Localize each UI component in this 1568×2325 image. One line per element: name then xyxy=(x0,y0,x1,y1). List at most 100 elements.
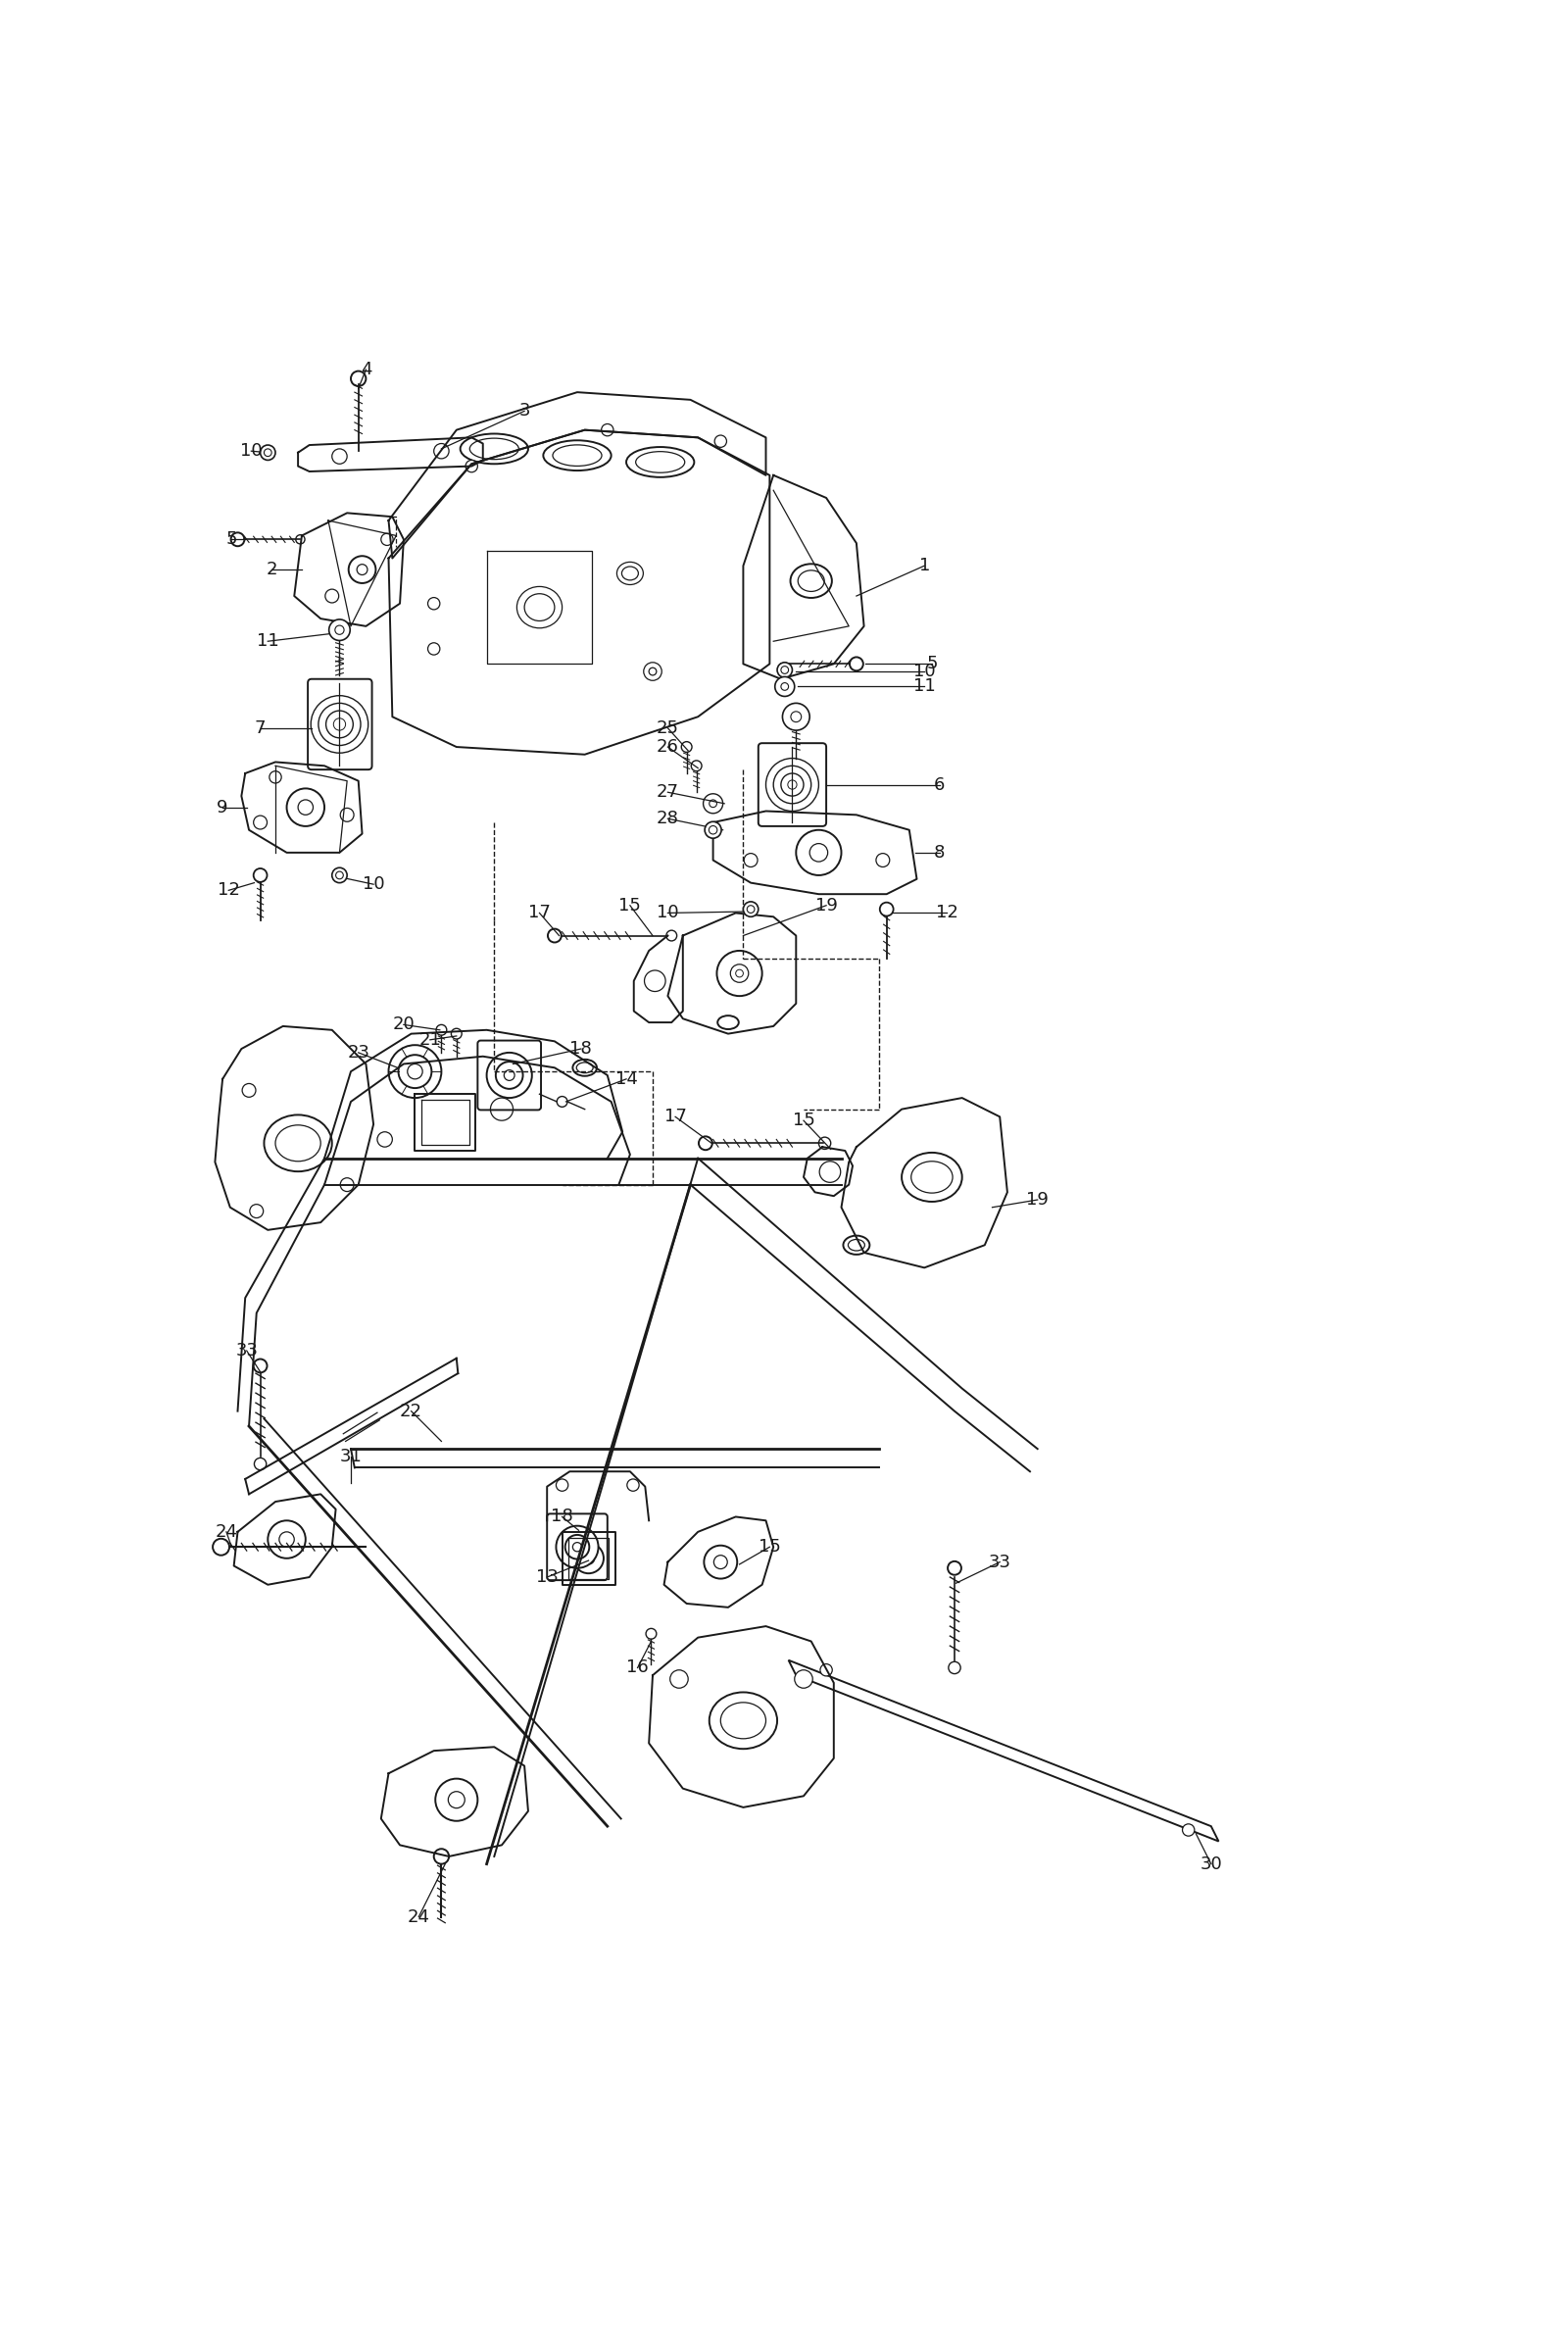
Text: 31: 31 xyxy=(340,1448,362,1465)
Circle shape xyxy=(602,423,613,437)
Circle shape xyxy=(486,1053,532,1097)
Circle shape xyxy=(260,444,276,460)
Circle shape xyxy=(775,677,795,698)
Circle shape xyxy=(820,1160,840,1183)
Ellipse shape xyxy=(709,1693,778,1748)
Circle shape xyxy=(254,816,267,830)
Text: 24: 24 xyxy=(408,1909,430,1925)
Circle shape xyxy=(332,867,347,884)
Ellipse shape xyxy=(844,1235,870,1256)
Circle shape xyxy=(241,1083,256,1097)
Circle shape xyxy=(877,853,889,867)
Text: 2: 2 xyxy=(267,560,278,579)
Circle shape xyxy=(557,1525,599,1567)
Circle shape xyxy=(296,535,304,544)
Ellipse shape xyxy=(543,439,612,470)
Ellipse shape xyxy=(718,1016,739,1030)
Text: 33: 33 xyxy=(988,1553,1011,1572)
Text: 27: 27 xyxy=(657,784,679,802)
Ellipse shape xyxy=(902,1153,963,1202)
Circle shape xyxy=(643,663,662,681)
Text: 6: 6 xyxy=(935,777,946,793)
Circle shape xyxy=(332,449,347,465)
Circle shape xyxy=(254,1458,267,1469)
Circle shape xyxy=(818,1137,831,1149)
Text: 5: 5 xyxy=(226,530,237,549)
Circle shape xyxy=(436,1779,478,1820)
FancyBboxPatch shape xyxy=(759,744,826,825)
Text: 15: 15 xyxy=(759,1539,781,1555)
Text: 28: 28 xyxy=(657,809,679,828)
Circle shape xyxy=(778,663,792,677)
Text: 12: 12 xyxy=(936,904,958,921)
Circle shape xyxy=(795,1669,812,1688)
Circle shape xyxy=(782,702,809,730)
Circle shape xyxy=(428,598,441,609)
Ellipse shape xyxy=(626,446,695,477)
Text: 20: 20 xyxy=(392,1016,416,1035)
Circle shape xyxy=(743,902,759,916)
Text: 15: 15 xyxy=(619,897,641,914)
Circle shape xyxy=(850,658,864,670)
Text: 8: 8 xyxy=(935,844,946,863)
Circle shape xyxy=(230,532,245,546)
FancyBboxPatch shape xyxy=(307,679,372,770)
Text: 1: 1 xyxy=(919,558,930,574)
Circle shape xyxy=(557,1479,568,1490)
Text: 11: 11 xyxy=(257,632,279,651)
Text: 9: 9 xyxy=(216,797,229,816)
Text: 33: 33 xyxy=(235,1342,259,1360)
Circle shape xyxy=(452,1028,461,1039)
Text: 21: 21 xyxy=(419,1030,441,1049)
Circle shape xyxy=(466,460,478,472)
Text: 22: 22 xyxy=(400,1402,422,1421)
Circle shape xyxy=(949,1662,961,1674)
Circle shape xyxy=(666,930,677,942)
Circle shape xyxy=(348,556,376,584)
Circle shape xyxy=(670,1669,688,1688)
Text: 10: 10 xyxy=(362,877,384,893)
Circle shape xyxy=(699,1137,712,1151)
Text: 14: 14 xyxy=(615,1070,638,1088)
Text: 12: 12 xyxy=(218,881,240,900)
Circle shape xyxy=(325,588,339,602)
Text: 11: 11 xyxy=(913,679,936,695)
Circle shape xyxy=(340,809,354,821)
Text: 16: 16 xyxy=(627,1660,649,1676)
Text: 17: 17 xyxy=(665,1109,687,1125)
Circle shape xyxy=(436,1025,447,1035)
Circle shape xyxy=(704,1546,737,1579)
Text: 7: 7 xyxy=(254,718,267,737)
Circle shape xyxy=(704,821,721,839)
Circle shape xyxy=(797,830,842,874)
Text: 17: 17 xyxy=(528,904,550,921)
Text: 10: 10 xyxy=(657,904,679,921)
Circle shape xyxy=(574,1544,604,1574)
Circle shape xyxy=(270,772,281,784)
Circle shape xyxy=(644,970,665,990)
Text: 10: 10 xyxy=(913,663,936,681)
Circle shape xyxy=(820,1665,833,1676)
Text: 24: 24 xyxy=(215,1523,238,1541)
Circle shape xyxy=(715,435,726,446)
Circle shape xyxy=(268,1521,306,1558)
Text: 26: 26 xyxy=(657,737,679,756)
Text: 15: 15 xyxy=(792,1111,815,1130)
Circle shape xyxy=(557,1097,568,1107)
Circle shape xyxy=(682,742,691,753)
Circle shape xyxy=(547,928,561,942)
Ellipse shape xyxy=(790,565,833,598)
Text: 10: 10 xyxy=(240,442,262,460)
Circle shape xyxy=(329,618,350,639)
Text: 4: 4 xyxy=(361,360,372,379)
Ellipse shape xyxy=(263,1116,332,1172)
Circle shape xyxy=(254,1360,267,1372)
Text: 30: 30 xyxy=(1200,1855,1221,1872)
Circle shape xyxy=(389,1044,442,1097)
Text: 23: 23 xyxy=(347,1044,370,1063)
Circle shape xyxy=(381,532,394,546)
Circle shape xyxy=(213,1539,229,1555)
Circle shape xyxy=(947,1562,961,1574)
Circle shape xyxy=(1182,1823,1195,1837)
Circle shape xyxy=(287,788,325,825)
